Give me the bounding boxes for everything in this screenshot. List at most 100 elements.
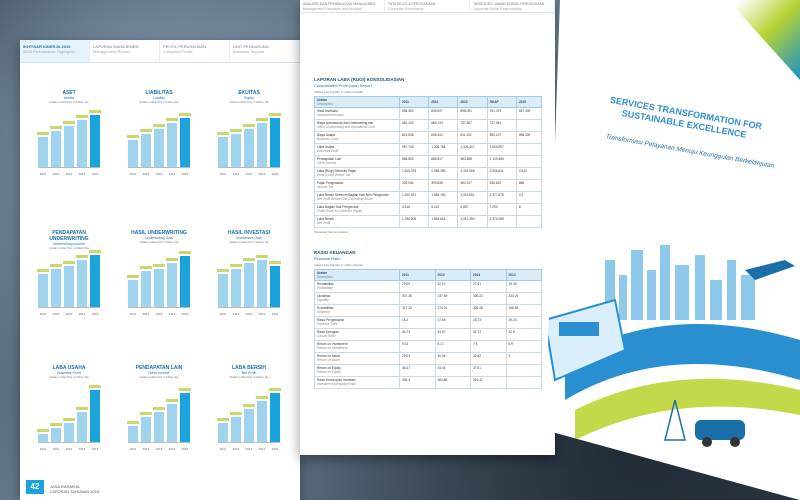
table-cell xyxy=(515,119,543,132)
mini-chart-bar xyxy=(243,123,255,167)
bar-value-tag xyxy=(217,269,229,272)
table-cell: 605,442 xyxy=(428,131,459,144)
middle-section-tabs: ANALISIS DAN PEMBAHASAN MANAJEMEN Managem… xyxy=(300,0,555,13)
bar-value-tag xyxy=(63,417,75,421)
table-cell: 44.73 xyxy=(399,328,436,341)
table-row: Rasio Kecukupan Investasi Investment Adeq… xyxy=(314,376,542,389)
tab-title: UNIT PENDUKUNG xyxy=(233,44,269,49)
mini-chart-unit: (dalam miliar Rp) in billion Rp xyxy=(49,375,89,379)
mini-chart-title: LABA BERSIH xyxy=(232,365,266,371)
year-label: 2011 xyxy=(39,312,47,316)
table-cell xyxy=(515,155,543,168)
bar-value-tag xyxy=(140,129,152,132)
table-cell: 8.17 xyxy=(434,340,471,353)
year-label: 2013 xyxy=(245,312,253,316)
table-cell: 536,822 xyxy=(486,179,517,192)
mini-chart-title: LIABILITAS xyxy=(145,90,173,96)
table-cell xyxy=(515,215,543,228)
year-label: 2012 xyxy=(142,172,150,176)
bar-value-tag xyxy=(256,255,268,259)
year-label: 2014 xyxy=(78,172,86,176)
footer-text: JASA RAHARJA LAPORAN TAHUNAN 2015 xyxy=(50,484,99,494)
bar-value-tag xyxy=(256,118,268,121)
year-label: 2013 xyxy=(245,172,253,176)
bar-value-tag xyxy=(166,118,178,121)
table-cell: 983,858 xyxy=(457,155,488,168)
mini-chart-bar xyxy=(256,395,268,442)
bar-value-tag xyxy=(50,263,62,267)
year-label: 2012 xyxy=(232,312,240,316)
tab-subtitle: Business Support xyxy=(233,49,265,54)
table-row: Laba Usaha Business Profit 957,725 1,206,76… xyxy=(314,143,543,156)
ratio-table-unit: (dalam juta Rupiah) in million Rupiah xyxy=(314,263,364,267)
mini-chart-unit: (dalam miliar Rp) in billion Rp xyxy=(49,100,89,104)
table-cell: 16.2 xyxy=(399,316,436,329)
mini-bar-chart: HASIL UNDERWRITING Underwriting Gain (dala… xyxy=(124,230,194,320)
mini-chart-bar xyxy=(179,387,191,442)
bar-value-tag xyxy=(127,274,139,278)
table-header-cell: Uraian Description xyxy=(314,269,400,281)
car-icon xyxy=(695,420,745,447)
table-cell: 2,056,395 xyxy=(428,167,459,180)
bar-value-tag xyxy=(76,406,88,410)
tab-management-report: LAPORAN MANAJEMEN Management Report xyxy=(90,40,160,62)
row-label: Rasio Kerugian Losses Ratio xyxy=(314,328,400,341)
year-label: 2015 xyxy=(271,447,279,451)
year-label: 2012 xyxy=(232,447,240,451)
table-row: Pendapatan Lain Other Income 685,853 689,61… xyxy=(314,155,543,168)
tab-title: IKHTISAR KINERJA 2015 xyxy=(23,44,71,49)
mini-chart-bar xyxy=(179,112,191,167)
bar-value-tag xyxy=(127,420,139,424)
table-cell: 346.63 xyxy=(505,304,542,317)
mini-chart-bar xyxy=(230,412,242,442)
table-row: Biaya operasional dan Underwriting lain O… xyxy=(314,119,543,132)
table-cell: 29.45 xyxy=(505,280,542,293)
income-table-unit: (dalam juta Rupiah) in million Rupiah xyxy=(314,90,364,94)
mini-chart-title: HASIL UNDERWRITING xyxy=(131,230,187,236)
bar-value-tag xyxy=(269,260,281,264)
table-cell: 1,300,321 xyxy=(398,191,430,204)
table-cell: 43.67 xyxy=(434,328,471,341)
bar-value-tag xyxy=(140,266,152,270)
tab-subtitle: Corporate Governance xyxy=(388,7,424,11)
mini-chart-bar xyxy=(63,417,75,442)
mini-bar-chart: ASET Assets (dalam miliar Rp) in billion R… xyxy=(34,90,104,180)
table-header-cell: 2014 xyxy=(505,269,542,281)
row-label: Pendapatan Lain Other Income xyxy=(314,155,400,168)
mini-chart-bar xyxy=(50,126,62,167)
table-cell: 18.73 xyxy=(470,316,507,329)
table-cell: 598,091 xyxy=(457,107,488,120)
mini-chart-unit: (dalam miliar Rp) in billion Rp xyxy=(229,375,269,379)
table-row: Biaya Usaha Business Costs 814,838 605,442 9… xyxy=(314,131,543,144)
table-cell: 1,296,005 xyxy=(398,215,430,228)
table-cell: 17.66 xyxy=(434,316,471,329)
bar-value-tag xyxy=(230,412,242,416)
mini-chart-bar xyxy=(127,274,139,307)
ratio-table-subtitle: Financial Ratio xyxy=(314,256,341,261)
mini-chart-bar xyxy=(243,404,255,442)
year-label: 2015 xyxy=(271,312,279,316)
tab-company-profile: PROFIL PERUSAHAAN Company Profile xyxy=(160,40,230,62)
table-cell: 1,654,618 xyxy=(428,215,459,228)
mini-chart-subtitle: Business Profit xyxy=(57,371,81,375)
tab-title: LAPORAN MANAJEMEN xyxy=(93,44,139,49)
table-cell: 34.73 xyxy=(470,328,507,341)
row-label: Hasil Investasi Investment Income xyxy=(314,107,400,120)
table-cell: 2,906,811 xyxy=(486,167,517,180)
left-section-tabs: IKHTISAR KINERJA 2015 2015 Performance Hi… xyxy=(20,40,300,63)
table-cell: 4,316 xyxy=(398,203,430,216)
bar-value-tag xyxy=(230,263,242,267)
bar-value-tag xyxy=(63,120,75,124)
mini-chart-bar xyxy=(230,129,242,167)
mini-chart-bars xyxy=(127,112,191,168)
mini-chart-subtitle: Liability xyxy=(153,96,165,100)
mini-chart-title: PENDAPATAN UNDERWRITING xyxy=(49,230,89,242)
mini-chart-bar xyxy=(179,251,191,307)
table-cell: 956,339 xyxy=(515,131,543,144)
year-label: 2012 xyxy=(52,447,60,451)
city-skyline-icon xyxy=(605,245,755,320)
bar-value-tag xyxy=(76,255,88,259)
table-row: Return on Asset Return on Asset 29.03 30.34… xyxy=(314,352,542,365)
table-cell: 1,625,375 xyxy=(398,167,430,180)
table-cell: 957,339 xyxy=(515,107,543,120)
